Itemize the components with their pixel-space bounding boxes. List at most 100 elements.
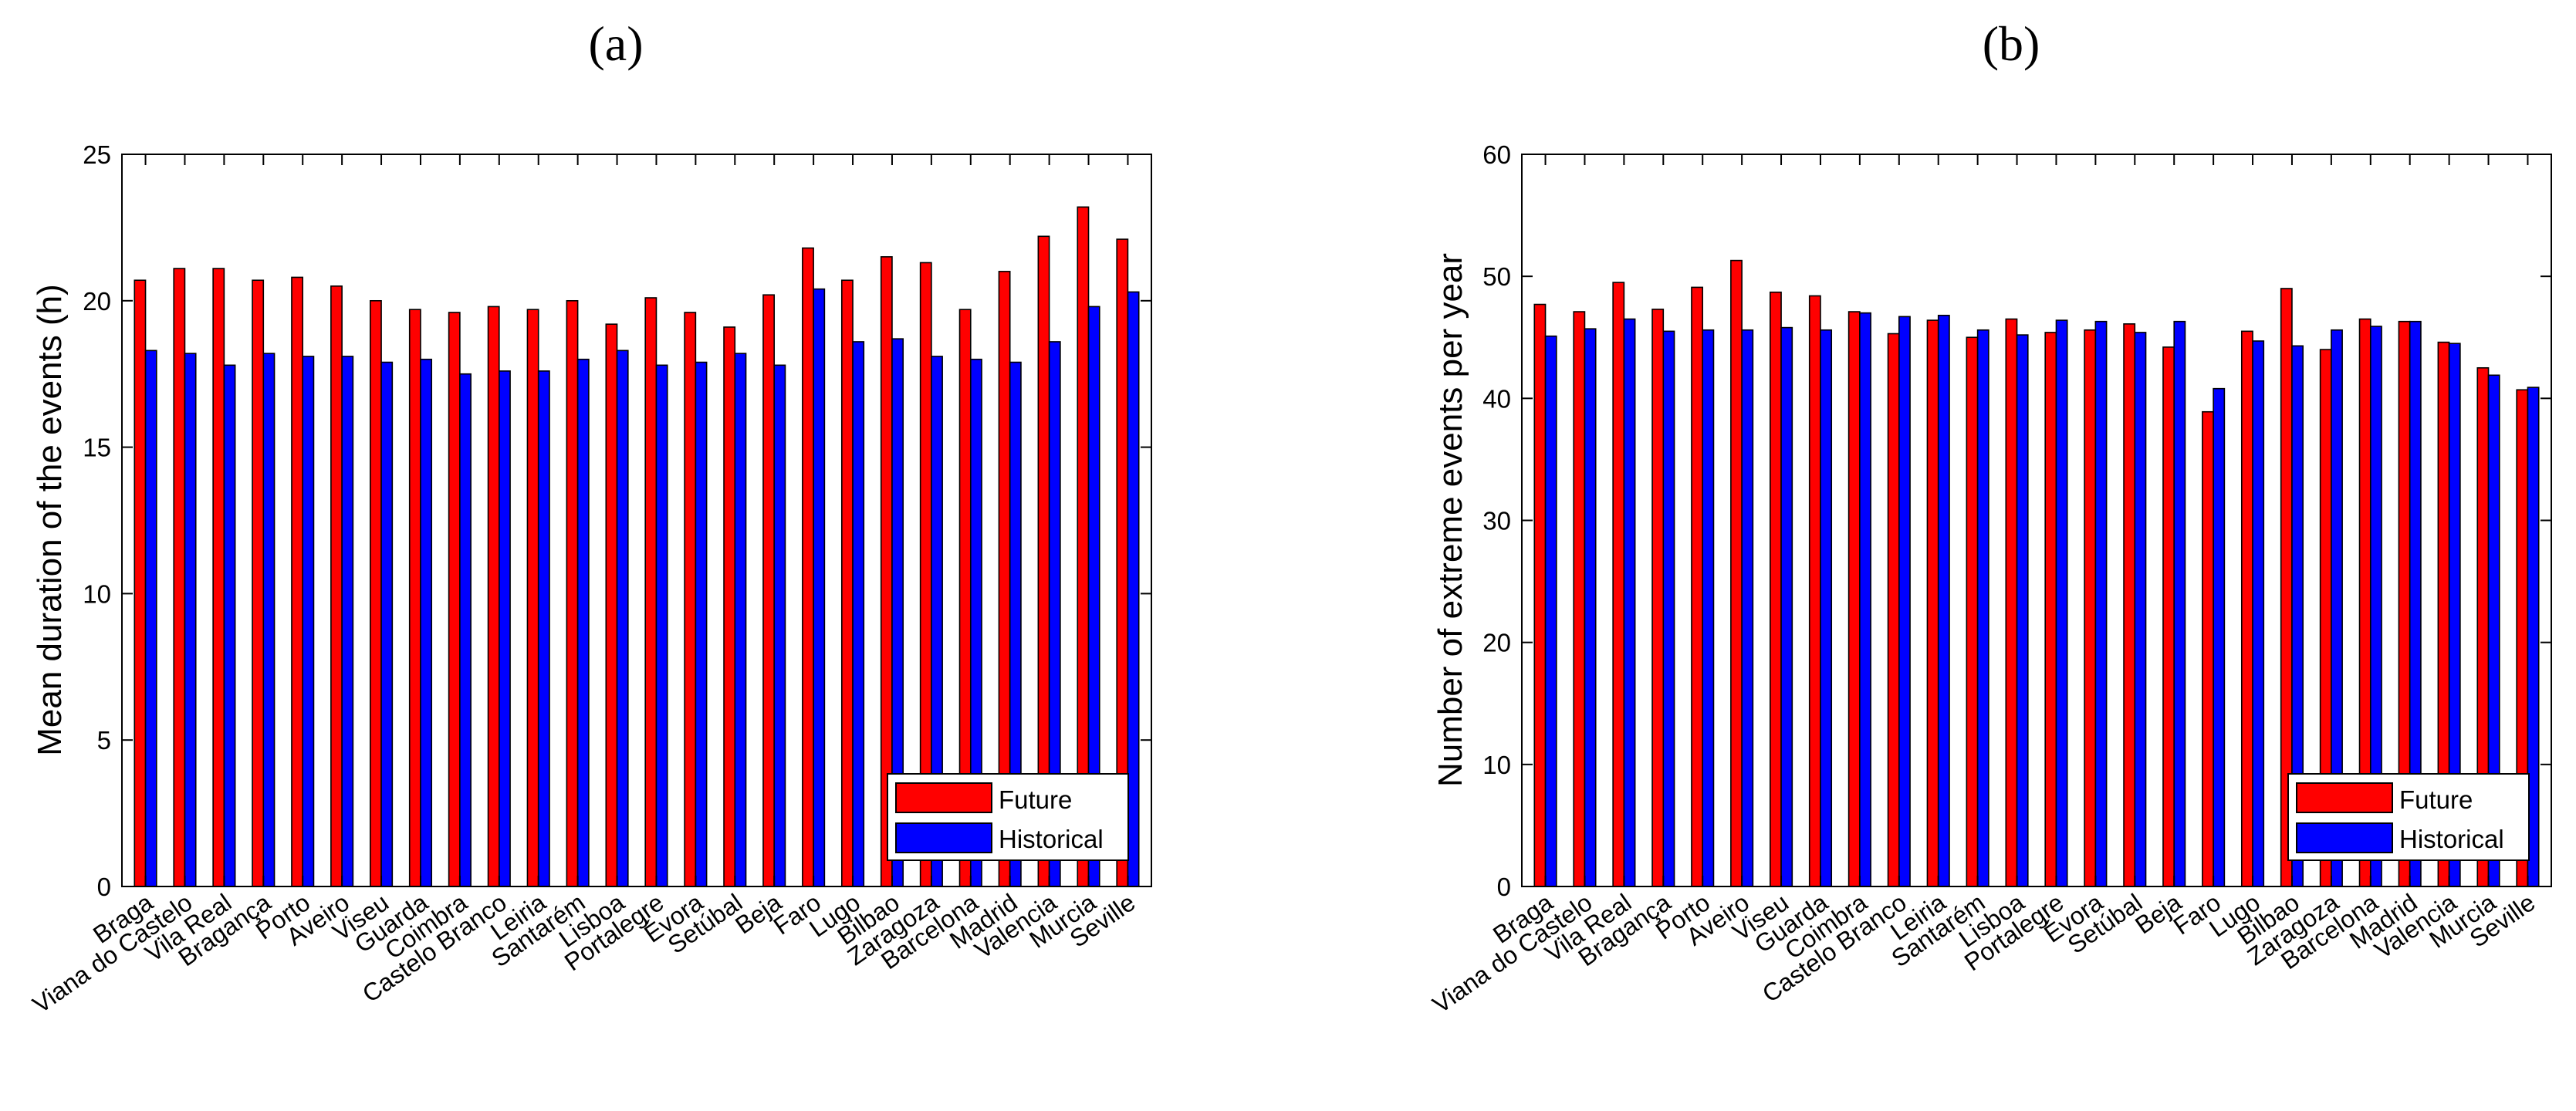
y-tick-label-20-a: 20 bbox=[83, 287, 111, 316]
bar-historical-viseu-b bbox=[1780, 326, 1793, 887]
y-tick-label-10-a: 10 bbox=[83, 579, 111, 608]
bar-future-setubal-a bbox=[723, 326, 736, 887]
bar-future-guarda-a bbox=[408, 309, 421, 887]
axes-box-a bbox=[121, 154, 1152, 887]
bar-future-coimbra-b bbox=[1847, 311, 1861, 887]
bar-historical-viana-do-castelo-a bbox=[184, 353, 197, 887]
bar-future-evora-b bbox=[2084, 329, 2097, 887]
legend-label-future-b: Future bbox=[2399, 785, 2473, 814]
bar-historical-portalegre-b bbox=[2055, 319, 2068, 887]
bar-historical-leiria-a bbox=[537, 370, 550, 887]
legend-swatch-future-a bbox=[895, 782, 992, 813]
bar-future-evora-a bbox=[684, 312, 697, 887]
bar-future-aveiro-b bbox=[1730, 259, 1743, 887]
panel-b-bars bbox=[1533, 259, 2540, 887]
bar-future-portalegre-b bbox=[2044, 332, 2057, 887]
bar-future-viseu-a bbox=[369, 299, 382, 887]
bar-future-portalegre-a bbox=[644, 297, 658, 887]
y-tick-label-40-b: 40 bbox=[1482, 384, 1511, 413]
bar-future-braganca-b bbox=[1651, 309, 1665, 887]
bar-future-lugo-a bbox=[840, 279, 854, 887]
bar-future-setubal-b bbox=[2123, 323, 2136, 887]
bar-future-aveiro-a bbox=[330, 285, 343, 887]
y-tick-label-20-b: 20 bbox=[1482, 629, 1511, 657]
bar-historical-faro-b bbox=[2213, 387, 2226, 887]
bar-historical-porto-b bbox=[1702, 329, 1715, 887]
y-tick-label-0-b: 0 bbox=[1497, 873, 1511, 901]
bar-historical-vila-real-b bbox=[1623, 318, 1636, 887]
bar-historical-lisboa-b bbox=[2016, 334, 2029, 887]
bar-historical-setubal-a bbox=[734, 353, 747, 887]
y-tick-label-15-a: 15 bbox=[83, 434, 111, 462]
legend-b: Future Historical bbox=[2287, 773, 2530, 861]
bar-historical-santarem-a bbox=[576, 358, 590, 887]
bar-future-castelo-branco-a bbox=[487, 306, 500, 887]
bar-future-castelo-branco-b bbox=[1887, 333, 1900, 887]
bar-historical-seville-a bbox=[1127, 291, 1140, 887]
bar-historical-braganca-a bbox=[262, 353, 276, 887]
y-axis-label-a: Mean duration of the events (h) bbox=[31, 284, 69, 755]
y-tick-label-0-a: 0 bbox=[97, 873, 111, 901]
y-axis-label-b: Number of extreme events per year bbox=[1432, 253, 1469, 787]
y-tick-label-5-a: 5 bbox=[97, 726, 111, 755]
bar-historical-beja-a bbox=[773, 364, 786, 887]
bar-historical-lugo-a bbox=[852, 341, 865, 887]
bar-historical-lisboa-a bbox=[616, 350, 629, 887]
bar-historical-lugo-b bbox=[2252, 340, 2265, 887]
bar-future-guarda-b bbox=[1808, 295, 1821, 887]
bar-future-santarem-a bbox=[566, 299, 579, 887]
bar-future-beja-a bbox=[762, 294, 776, 887]
legend-label-historical-b: Historical bbox=[2399, 825, 2504, 853]
bar-historical-guarda-a bbox=[420, 358, 433, 887]
legend-swatch-future-b bbox=[2296, 782, 2393, 813]
legend-label-historical-a: Historical bbox=[999, 825, 1104, 853]
legend-swatch-historical-a bbox=[895, 822, 992, 853]
panel-label-a: (a) bbox=[588, 16, 643, 71]
bar-historical-viana-do-castelo-b bbox=[1584, 328, 1597, 887]
bar-future-porto-b bbox=[1691, 286, 1704, 887]
bar-future-braga-b bbox=[1533, 303, 1547, 887]
y-tick-label-10-b: 10 bbox=[1482, 751, 1511, 779]
bar-historical-aveiro-b bbox=[1741, 329, 1754, 887]
bar-historical-braga-b bbox=[1544, 335, 1557, 887]
bar-future-porto-a bbox=[291, 276, 304, 887]
bar-future-coimbra-a bbox=[448, 312, 461, 887]
bar-future-viseu-b bbox=[1769, 291, 1782, 887]
bar-historical-viseu-a bbox=[380, 361, 394, 887]
y-tick-label-60-b: 60 bbox=[1482, 140, 1511, 169]
bar-historical-evora-a bbox=[695, 361, 708, 887]
bar-historical-setubal-b bbox=[2134, 332, 2147, 887]
bar-historical-braganca-b bbox=[1662, 330, 1675, 887]
y-tick-label-50-b: 50 bbox=[1482, 262, 1511, 291]
bar-future-leiria-b bbox=[1926, 319, 1939, 887]
legend-a: Future Historical bbox=[887, 773, 1129, 861]
bar-future-leiria-a bbox=[526, 309, 539, 887]
bar-future-faro-a bbox=[802, 247, 814, 887]
bar-historical-vila-real-a bbox=[223, 364, 236, 887]
bar-historical-santarem-b bbox=[1976, 329, 1989, 887]
panel-label-b: (b) bbox=[1983, 16, 2040, 71]
bar-future-viana-do-castelo-a bbox=[173, 268, 186, 887]
y-tick-label-30-b: 30 bbox=[1482, 507, 1511, 535]
bar-future-viana-do-castelo-b bbox=[1573, 311, 1586, 887]
bar-future-faro-b bbox=[2202, 410, 2214, 887]
legend-label-future-a: Future bbox=[999, 785, 1072, 814]
y-tick-label-25-a: 25 bbox=[83, 140, 111, 169]
legend-swatch-historical-b bbox=[2296, 822, 2393, 853]
bar-historical-braga-a bbox=[144, 350, 157, 887]
bar-historical-coimbra-b bbox=[1859, 312, 1871, 887]
bar-historical-faro-a bbox=[813, 288, 826, 887]
bar-historical-castelo-branco-a bbox=[498, 370, 511, 887]
bar-future-braga-a bbox=[134, 279, 147, 887]
bar-future-vila-real-b bbox=[1612, 282, 1625, 887]
bar-historical-porto-a bbox=[302, 356, 315, 887]
bar-future-lisboa-a bbox=[605, 323, 618, 887]
bar-historical-castelo-branco-b bbox=[1898, 316, 1911, 887]
bar-historical-portalegre-a bbox=[655, 364, 668, 887]
bar-historical-aveiro-a bbox=[341, 356, 354, 887]
bar-future-beja-b bbox=[2162, 346, 2175, 887]
bar-future-braganca-a bbox=[252, 279, 265, 887]
